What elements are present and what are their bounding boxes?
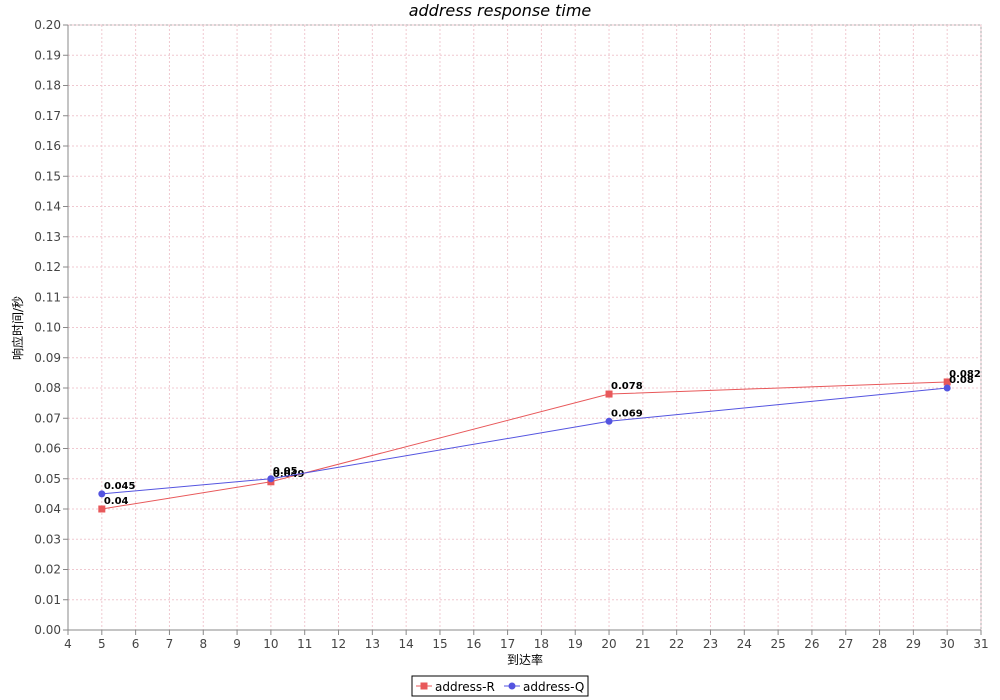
series-group: 0.04 0.049 0.078 0.082 0.045 0.05 0.069 0.08 xyxy=(98,369,981,513)
y-tick-label: 0.11 xyxy=(34,290,61,304)
series-line xyxy=(101,381,948,510)
x-tick-label: 5 xyxy=(98,637,106,651)
y-tick-label: 0.16 xyxy=(34,139,61,153)
legend-item: address-R xyxy=(416,680,495,694)
data-label: 0.045 xyxy=(104,481,136,492)
data-point xyxy=(267,475,275,483)
y-tick-label: 0.13 xyxy=(34,230,61,244)
y-tick-label: 0.17 xyxy=(34,109,61,123)
x-tick-label: 12 xyxy=(331,637,346,651)
x-tick-label: 26 xyxy=(804,637,819,651)
legend: address-R address-Q xyxy=(411,675,589,697)
series-address-Q: 0.045 0.05 0.069 0.08 xyxy=(98,375,974,498)
y-axis-ticks: 0.00 0.01 0.02 0.03 0.04 0.05 0.06 0.07 0.08 0.09… xyxy=(34,18,68,637)
x-tick-label: 30 xyxy=(940,637,955,651)
x-tick-label: 24 xyxy=(737,637,752,651)
y-tick-label: 0.04 xyxy=(34,502,61,516)
x-tick-label: 4 xyxy=(64,637,72,651)
x-tick-label: 18 xyxy=(534,637,549,651)
legend-swatch-marker xyxy=(420,682,428,690)
y-tick-label: 0.08 xyxy=(34,381,61,395)
x-tick-label: 20 xyxy=(601,637,616,651)
x-tick-label: 23 xyxy=(703,637,718,651)
legend-label: address-Q xyxy=(523,680,584,694)
y-tick-label: 0.02 xyxy=(34,563,61,577)
data-label: 0.078 xyxy=(611,381,643,392)
data-point xyxy=(98,490,106,498)
x-axis-ticks: 4 5 6 7 8 9 10 11 12 13 14 15 16 17 18 19 20 21 22 23 24 25 26… xyxy=(64,630,989,651)
data-point xyxy=(98,505,106,513)
y-axis-label: 响应时间/秒 xyxy=(10,296,25,360)
y-tick-label: 0.19 xyxy=(34,48,61,62)
data-label: 0.069 xyxy=(611,408,643,419)
chart-title: address response time xyxy=(409,1,592,20)
y-tick-label: 0.09 xyxy=(34,351,61,365)
data-point xyxy=(605,417,613,425)
y-tick-label: 0.03 xyxy=(34,532,61,546)
y-tick-label: 0.15 xyxy=(34,169,61,183)
x-tick-label: 10 xyxy=(263,637,278,651)
x-tick-label: 6 xyxy=(132,637,140,651)
x-tick-label: 9 xyxy=(233,637,241,651)
data-label: 0.04 xyxy=(104,496,129,507)
x-tick-label: 19 xyxy=(568,637,583,651)
x-tick-label: 25 xyxy=(770,637,785,651)
legend-swatch-marker xyxy=(508,682,516,690)
x-tick-label: 28 xyxy=(872,637,887,651)
x-tick-label: 16 xyxy=(466,637,481,651)
legend-box xyxy=(411,675,589,697)
y-tick-label: 0.20 xyxy=(34,18,61,32)
x-tick-label: 31 xyxy=(973,637,988,651)
x-tick-label: 17 xyxy=(500,637,515,651)
y-tick-label: 0.18 xyxy=(34,79,61,93)
x-tick-label: 11 xyxy=(297,637,312,651)
x-tick-label: 15 xyxy=(432,637,447,651)
x-tick-label: 22 xyxy=(669,637,684,651)
data-point xyxy=(943,378,951,386)
x-tick-label: 21 xyxy=(635,637,650,651)
x-tick-label: 14 xyxy=(399,637,414,651)
gridlines xyxy=(67,24,982,631)
x-tick-label: 27 xyxy=(838,637,853,651)
x-tick-label: 8 xyxy=(199,637,207,651)
data-label: 0.08 xyxy=(949,375,974,386)
data-label: 0.082 xyxy=(949,369,981,380)
y-tick-label: 0.00 xyxy=(34,623,61,637)
y-tick-label: 0.14 xyxy=(34,200,61,214)
x-tick-label: 29 xyxy=(906,637,921,651)
x-tick-label: 13 xyxy=(365,637,380,651)
legend-label: address-R xyxy=(435,680,495,694)
x-axis-label: 到达率 xyxy=(507,652,543,667)
y-tick-label: 0.05 xyxy=(34,472,61,486)
legend-item: address-Q xyxy=(504,680,584,694)
series-address-R: 0.04 0.049 0.078 0.082 xyxy=(98,369,981,513)
data-point xyxy=(943,384,951,392)
data-label: 0.05 xyxy=(273,466,298,477)
y-tick-label: 0.06 xyxy=(34,442,61,456)
x-tick-label: 7 xyxy=(166,637,174,651)
y-tick-label: 0.12 xyxy=(34,260,61,274)
data-point xyxy=(605,390,613,398)
y-tick-label: 0.10 xyxy=(34,321,61,335)
series-line xyxy=(101,387,948,495)
y-tick-label: 0.07 xyxy=(34,411,61,425)
y-tick-label: 0.01 xyxy=(34,593,61,607)
data-label: 0.049 xyxy=(273,469,305,480)
